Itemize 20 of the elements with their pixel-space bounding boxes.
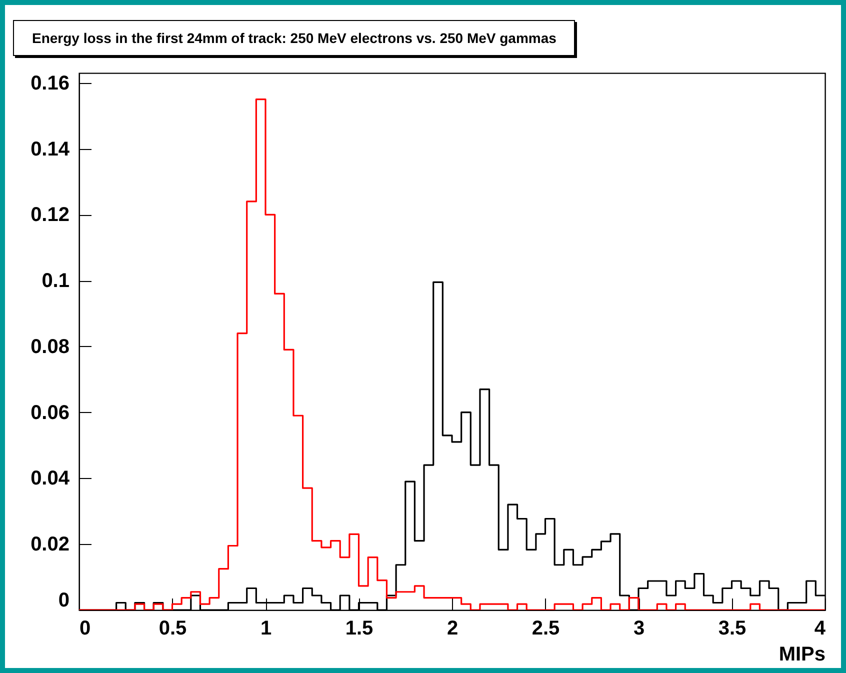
y-tick-label: 0.14 bbox=[30, 138, 70, 160]
y-tick-label: 0 bbox=[58, 590, 70, 612]
x-tick-label: 3 bbox=[633, 618, 645, 640]
y-tick-label: 0.08 bbox=[30, 336, 70, 358]
x-tick-label: 4 bbox=[814, 618, 826, 640]
y-tick-label: 0.1 bbox=[42, 270, 70, 292]
x-axis-title: MIPs bbox=[778, 644, 826, 666]
x-tick-label: 0 bbox=[80, 618, 91, 640]
x-tick-label: 2 bbox=[446, 618, 458, 640]
chart-title: Energy loss in the first 24mm of track: 250 MeV electrons vs. 250 MeV gammas bbox=[13, 20, 576, 56]
x-tick-label: 0.5 bbox=[158, 618, 187, 640]
x-tick-label: 3.5 bbox=[718, 618, 746, 640]
x-tick-label: 1.5 bbox=[345, 618, 374, 640]
y-tick-label: 0.16 bbox=[30, 72, 70, 94]
y-tick-label: 0.06 bbox=[30, 402, 70, 424]
x-tick-label: 2.5 bbox=[532, 618, 560, 640]
y-tick-label: 0.12 bbox=[30, 204, 70, 226]
x-tick-label: 1 bbox=[260, 618, 272, 640]
y-tick-label: 0.02 bbox=[30, 534, 70, 556]
y-tick-label: 0.04 bbox=[30, 468, 70, 490]
